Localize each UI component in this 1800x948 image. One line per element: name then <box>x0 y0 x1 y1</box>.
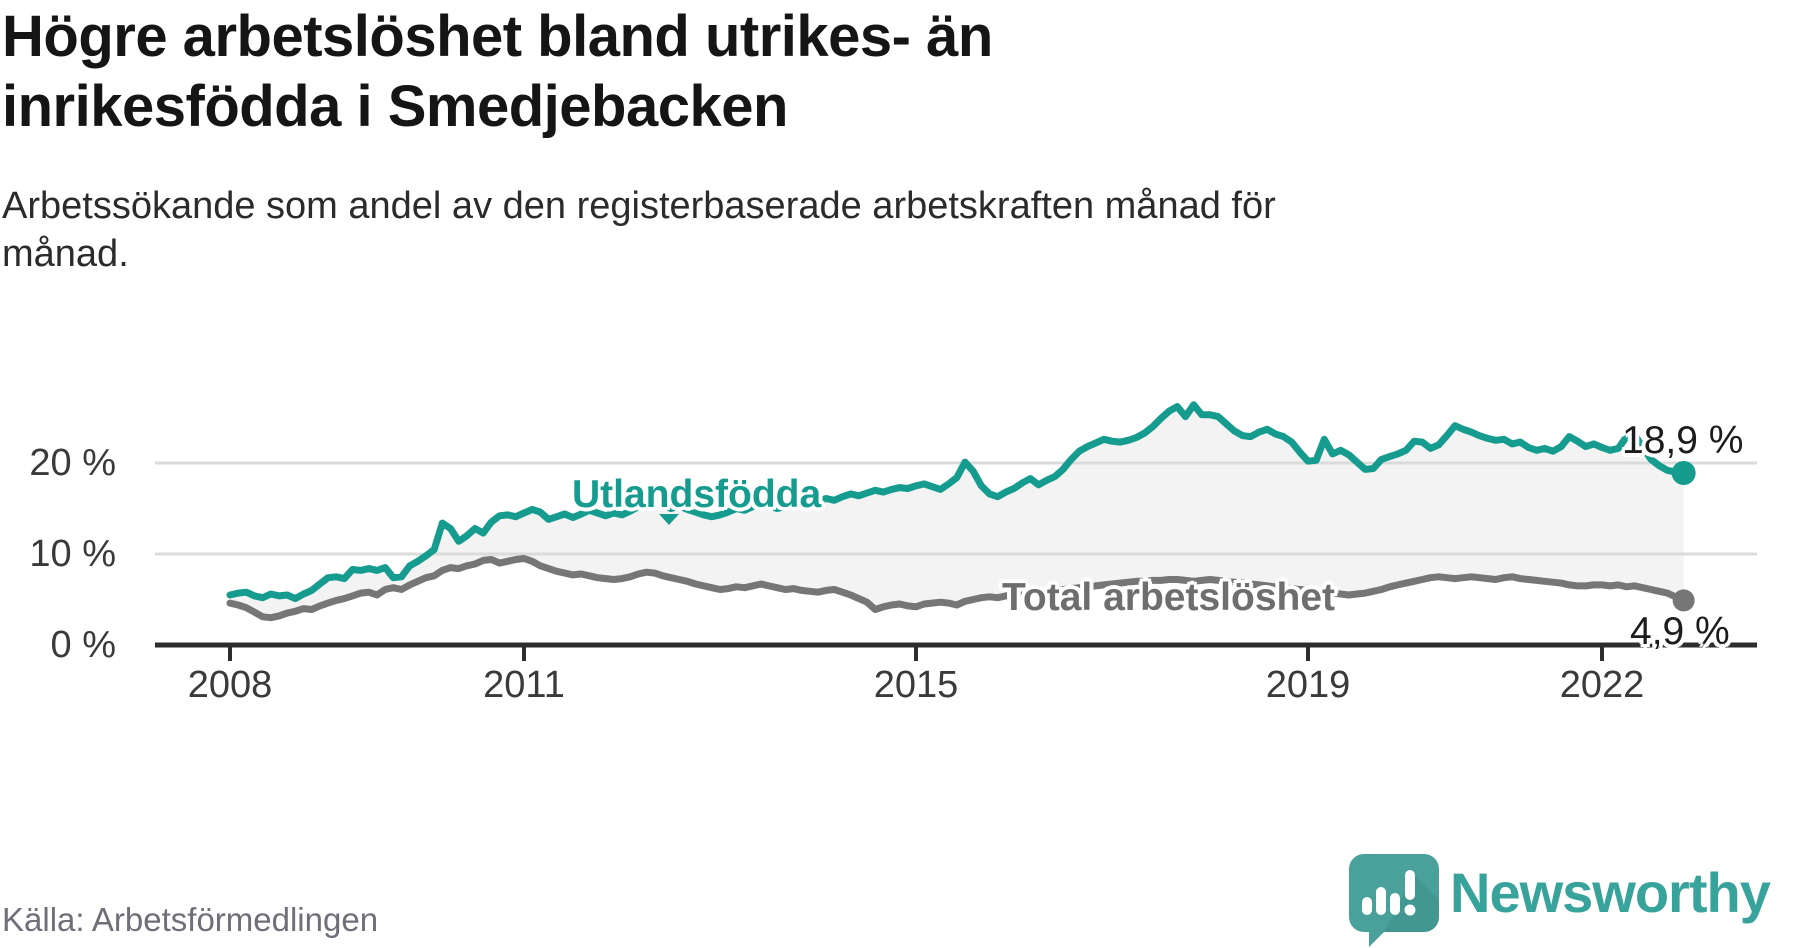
series-label-total-arbetsloshet: Total arbetslöshet <box>1002 576 1336 619</box>
end-value-label-total: 4,9 % <box>1630 610 1730 653</box>
page-title: Högre arbetslöshet bland utrikes- än inr… <box>2 2 1402 142</box>
end-value-label-utlandsfodda: 18,9 % <box>1622 419 1744 462</box>
y-tick-label-10: 10 % <box>29 533 116 575</box>
series-label-utlandsfodda: Utlandsfödda <box>572 473 822 516</box>
logo-bars-icon <box>1362 870 1416 916</box>
series-label-pointer-triangle-icon <box>659 514 679 525</box>
x-tick-label-2019: 2019 <box>1265 664 1351 706</box>
page-subtitle: Arbetssökande som andel av den registerb… <box>2 182 1462 278</box>
x-tick-label-2008: 2008 <box>187 664 273 706</box>
x-tick-label-2015: 2015 <box>873 664 959 706</box>
y-tick-label-0: 0 % <box>50 624 116 666</box>
source-note: Källa: Arbetsförmedlingen <box>2 901 379 938</box>
series-line-utlandsfodda <box>226 401 1688 603</box>
page-title-line2: inrikesfödda i Smedjebacken <box>2 74 788 139</box>
between-series-fill <box>230 404 1684 618</box>
x-tick-label-2011: 2011 <box>483 664 565 706</box>
logo-bubble-shadow <box>1384 875 1439 932</box>
y-tick-label-20: 20 % <box>29 442 116 484</box>
end-dot-utlandsfodda <box>1671 461 1696 486</box>
end-dot-total <box>1672 589 1695 612</box>
page-subtitle-line1: Arbetssökande som andel av den registerb… <box>2 185 1276 227</box>
newsworthy-wordmark: Newsworthy <box>1450 861 1771 924</box>
page-title-line1: Högre arbetslöshet bland utrikes- än <box>2 4 993 69</box>
newsworthy-logo-icon <box>1349 854 1439 947</box>
page-subtitle-line2: månad. <box>2 233 129 275</box>
x-tick-label-2022: 2022 <box>1559 664 1645 706</box>
series-line-total <box>226 555 1688 622</box>
